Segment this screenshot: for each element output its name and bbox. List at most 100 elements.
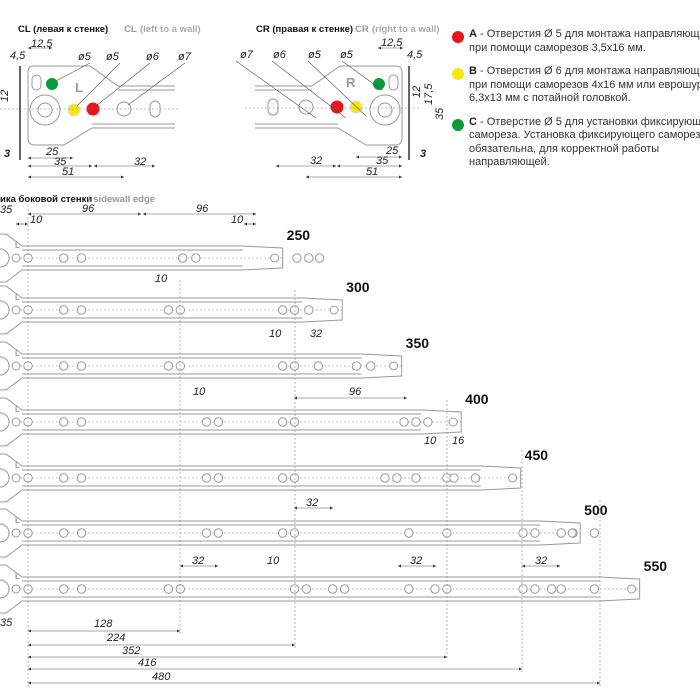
rail-large-hole <box>0 300 10 320</box>
rail-hole <box>175 584 186 594</box>
rail-hole <box>76 473 87 483</box>
rail-hole <box>351 361 362 371</box>
rail-outline <box>0 564 641 614</box>
cr-dim-12-5: 12,5 <box>381 37 403 49</box>
rail-size-label: 250 <box>287 227 311 243</box>
rail-side-letter: L <box>15 241 20 250</box>
rail-hole <box>389 361 399 371</box>
rail-hole <box>449 473 459 483</box>
dim-10a: 10 <box>30 214 43 226</box>
cr-dim-17-5: 17,5 <box>423 83 435 105</box>
dim-r550-32a: 32 <box>192 555 204 567</box>
rail-hole <box>313 361 324 371</box>
rail-hole <box>404 584 414 594</box>
cl-dim-51: 51 <box>62 166 74 178</box>
rail-hole <box>11 473 21 483</box>
cr-dim-35: 35 <box>434 107 446 120</box>
dim-r550-32b: 32 <box>410 555 422 567</box>
bottom-dims: 35 128 224 352 416 480 <box>0 205 601 688</box>
cr-side-letter: R <box>346 75 356 90</box>
rail-large-hole <box>0 468 10 488</box>
dim-r400-10: 10 <box>193 386 206 398</box>
rail-hole <box>175 361 186 371</box>
cr-dim-12: 12 <box>411 86 423 98</box>
dim-96a: 96 <box>82 203 95 215</box>
cl-detail: CL (левая к стенке) CL (left to a wall) … <box>0 24 201 179</box>
cr-slot <box>388 74 399 91</box>
cl-hole-c-green <box>46 78 58 90</box>
dim-35-top: 35 <box>0 204 13 216</box>
dim-bottom-35: 35 <box>0 617 13 629</box>
cr-detail: CR (правая к стенке) CR (right to a wall… <box>235 24 446 179</box>
rail-size-label: 450 <box>525 447 549 463</box>
rail-large-hole <box>0 248 10 268</box>
dim-r350-10: 10 <box>269 328 282 340</box>
rail-large-hole <box>0 356 10 376</box>
rail-hole <box>627 584 637 594</box>
rail-hole <box>423 417 433 427</box>
cl-title-ru: CL (левая к стенке) <box>18 24 108 35</box>
legend-item-a: A - Отверстия Ø 5 для монтажа направляющ… <box>450 28 700 55</box>
rail-hole <box>366 361 376 371</box>
rail-side-letter: L <box>15 516 20 525</box>
rail-hole <box>508 473 518 483</box>
rail-hole <box>411 417 421 427</box>
rail-hole <box>11 253 21 263</box>
rail-hole <box>201 417 212 427</box>
rail-size-label: 550 <box>644 558 668 574</box>
rail-hole <box>213 528 224 538</box>
rail-hole <box>470 473 481 483</box>
top-dims: 35 96 96 10 10 <box>0 203 256 226</box>
rail-hole <box>530 584 540 594</box>
cl-dim-phi5a: ø5 <box>78 51 92 63</box>
dim-10b: 10 <box>231 214 244 226</box>
rail-hole <box>404 528 414 538</box>
legend-text-b: - Отверстия Ø 6 для монтажа направляющ п… <box>469 65 700 104</box>
rail-dims: 10 10 32 10 96 10 16 32 32 10 32 32 <box>155 273 560 568</box>
cl-dim-phi7: ø7 <box>178 51 192 63</box>
rail-hole <box>163 361 174 371</box>
rail-hole <box>201 473 212 483</box>
rail-hole <box>289 584 300 594</box>
rail-hole <box>59 473 69 483</box>
rail-hole <box>11 528 21 538</box>
cl-slot-2 <box>149 100 161 118</box>
rail-side-letter: L <box>15 349 20 358</box>
rail-hole <box>76 253 87 263</box>
dim-r500-32: 32 <box>306 497 318 509</box>
cr-dim-phi5b: ø5 <box>340 49 354 61</box>
rail-hole <box>277 528 288 538</box>
rail-hole <box>178 253 188 263</box>
rail-hole <box>59 584 69 594</box>
cr-dim-25: 25 <box>385 145 399 157</box>
cr-dim-phi6: ø6 <box>273 49 287 61</box>
rail-hole <box>518 584 528 594</box>
rail-hole <box>380 473 390 483</box>
rail-large-hole <box>0 412 10 432</box>
rail-hole <box>289 473 300 483</box>
cl-dim-12: 12 <box>0 90 11 102</box>
legend-letter-c: C <box>469 115 477 128</box>
cr-dim-4-5: 4,5 <box>407 49 423 61</box>
rail-outline <box>0 397 462 447</box>
rail-hole <box>339 584 350 594</box>
cr-dim-phi7: ø7 <box>240 49 254 61</box>
rail-hole <box>546 584 557 594</box>
cr-large-hole-inner <box>377 102 393 118</box>
rail-hole <box>448 417 458 427</box>
rail-hole <box>556 528 566 538</box>
cl-title-en: (left to a wall) <box>140 24 201 35</box>
rail-size-label: 400 <box>465 391 489 407</box>
dim-r300-10: 10 <box>155 273 168 285</box>
cr-dim-phi5a: ø5 <box>308 49 322 61</box>
cl-rail-outline <box>27 65 175 146</box>
rails-header-en: / sidewall edge <box>88 194 155 205</box>
legend-item-b: B - Отверстия Ø 6 для монтажа направляющ… <box>450 65 700 106</box>
rail-outline <box>0 233 284 283</box>
rail-hole <box>589 584 600 594</box>
rails-header-ru: ика боковой стенки <box>0 194 92 205</box>
rail-side-letter: L <box>15 461 20 470</box>
legend-letter-a: A <box>469 28 477 40</box>
rail-hole <box>314 253 325 263</box>
cl-large-hole-inner <box>37 102 53 118</box>
